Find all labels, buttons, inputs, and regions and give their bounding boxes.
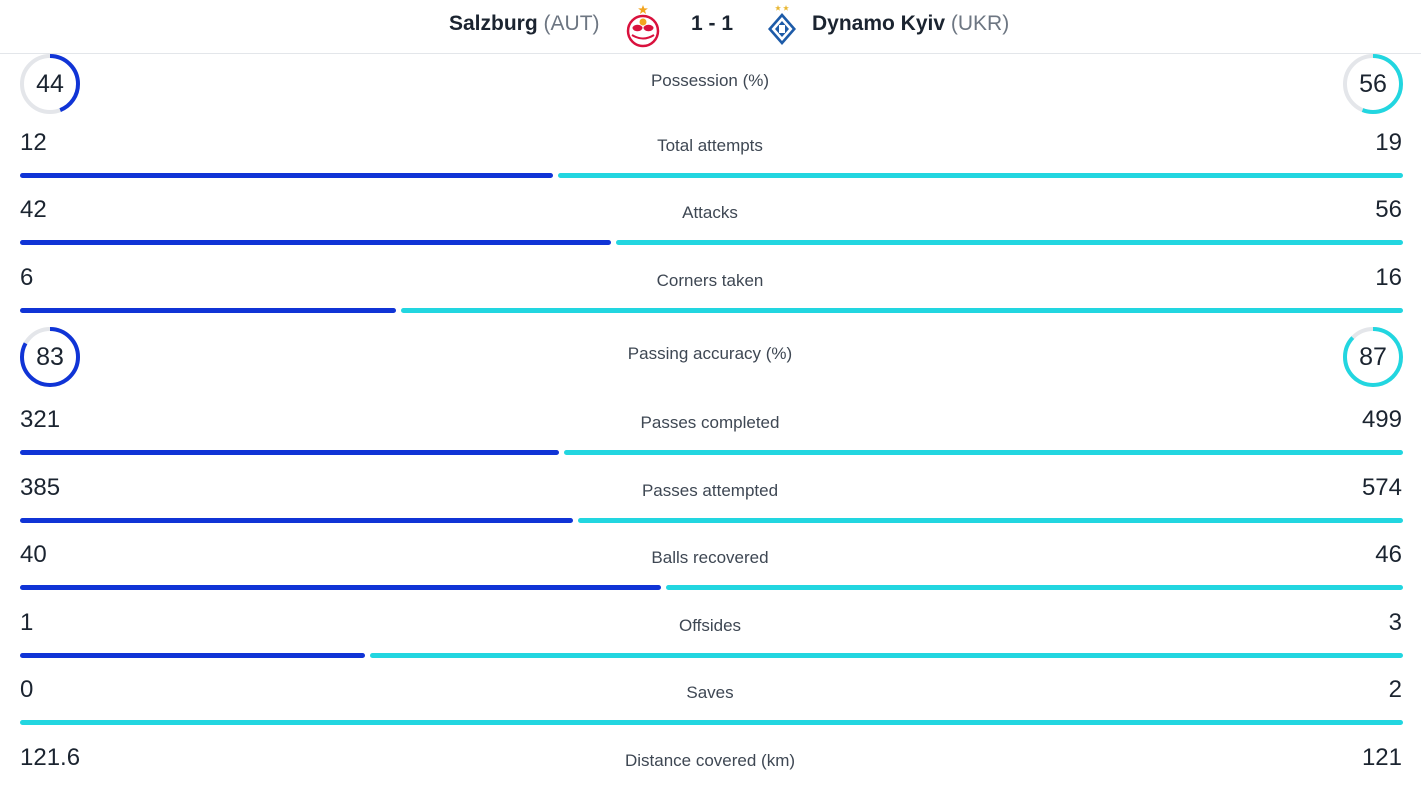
stat-offsides-home-bar — [20, 653, 365, 658]
stat-offsides-away-bar — [369, 653, 1403, 658]
match-score: 1 - 1 — [691, 12, 734, 35]
stat-attacks-row: 42 Attacks 56 — [0, 195, 1421, 250]
stat-passing-accuracy-away-ring-value: 87 — [1359, 343, 1387, 371]
stat-distance-covered-km-away-value: 121 — [1361, 744, 1402, 771]
stat-distance-covered-km-label: Distance covered (km) — [624, 751, 796, 770]
stat-passes-attempted-away-bar — [578, 518, 1403, 523]
stat-passing-accuracy-away-ring: 87 — [1342, 326, 1404, 388]
stat-passes-completed-label: Passes completed — [640, 413, 780, 432]
stat-total-attempts-away-value: 19 — [1375, 129, 1402, 156]
home-team-country: (AUT) — [543, 12, 600, 35]
stat-distance-covered-km-home-value: 121.6 — [20, 744, 81, 771]
stat-balls-recovered-away-bar — [665, 585, 1403, 590]
stat-corners-taken-away-value: 16 — [1375, 264, 1402, 291]
stat-attacks-label: Attacks — [682, 203, 738, 222]
stat-balls-recovered-home-bar — [20, 585, 661, 590]
stat-passing-accuracy-row: 83 87 Passing accuracy (%) — [0, 326, 1421, 388]
stat-possession-away-ring: 56 — [1342, 53, 1404, 115]
stat-possession-label: Possession (%) — [650, 71, 770, 90]
stat-total-attempts-home-value: 12 — [20, 129, 47, 156]
stat-total-attempts-label: Total attempts — [657, 136, 763, 155]
stat-total-attempts-home-bar — [20, 173, 554, 178]
stat-passes-attempted-away-value: 574 — [1361, 474, 1402, 501]
stat-distance-covered-km-row: 121.6 Distance covered (km) 121 — [0, 743, 1421, 798]
stat-saves-home-value: 0 — [20, 676, 34, 703]
stat-possession-home-ring-arc — [20, 54, 80, 114]
stat-total-attempts-row: 12 Total attempts 19 — [0, 128, 1421, 183]
stat-passing-accuracy-home-ring: 83 — [19, 326, 81, 388]
away-team-name[interactable]: Dynamo Kyiv (UKR) — [812, 10, 1009, 38]
home-team-name[interactable]: Salzburg (AUT) — [449, 10, 600, 38]
red-bull-salzburg-crest-icon — [626, 5, 660, 48]
stat-corners-taken-row: 6 Corners taken 16 — [0, 263, 1421, 318]
stat-offsides-label: Offsides — [678, 616, 742, 635]
stat-possession-away-ring-arc — [1343, 54, 1403, 114]
stat-passes-completed-row: 321 Passes completed 499 — [0, 405, 1421, 460]
stat-corners-taken-home-bar — [20, 308, 396, 313]
stat-passing-accuracy-away-ring-arc — [1343, 327, 1403, 387]
stat-saves-away-bar — [20, 720, 1403, 725]
stat-attacks-away-bar — [615, 240, 1403, 245]
stat-passes-attempted-home-value: 385 — [20, 474, 61, 501]
stat-saves-label: Saves — [686, 683, 734, 702]
stat-balls-recovered-row: 40 Balls recovered 46 — [0, 540, 1421, 595]
stat-balls-recovered-away-value: 46 — [1375, 541, 1402, 568]
stat-passes-attempted-row: 385 Passes attempted 574 — [0, 473, 1421, 528]
home-team-label: Salzburg — [449, 12, 538, 35]
stat-corners-taken-label: Corners taken — [656, 271, 764, 290]
stat-balls-recovered-label: Balls recovered — [651, 548, 769, 567]
stat-saves-away-value: 2 — [1388, 676, 1402, 703]
stat-offsides-home-value: 1 — [20, 609, 34, 636]
stat-passes-completed-away-value: 499 — [1361, 406, 1402, 433]
stat-passes-completed-away-bar — [564, 450, 1403, 455]
stat-total-attempts-away-bar — [558, 173, 1403, 178]
stat-possession-away-ring-value: 56 — [1359, 70, 1387, 98]
stat-passes-attempted-label: Passes attempted — [641, 481, 779, 500]
stat-corners-taken-home-value: 6 — [20, 264, 34, 291]
stat-passing-accuracy-home-ring-value: 83 — [36, 343, 64, 371]
stat-balls-recovered-home-value: 40 — [20, 541, 47, 568]
stat-attacks-home-bar — [20, 240, 611, 245]
away-team-label: Dynamo Kyiv — [812, 12, 946, 35]
stat-offsides-away-value: 3 — [1388, 609, 1402, 636]
stat-corners-taken-away-bar — [400, 308, 1403, 313]
stat-possession-row: 44 56 Possession (%) — [0, 53, 1421, 115]
stat-offsides-row: 1 Offsides 3 — [0, 608, 1421, 663]
stat-passes-attempted-home-bar — [20, 518, 574, 523]
stat-saves-row: 0 Saves 2 — [0, 675, 1421, 730]
away-team-country: (UKR) — [950, 12, 1010, 35]
stat-passes-completed-home-value: 321 — [20, 406, 61, 433]
stat-attacks-home-value: 42 — [20, 196, 47, 223]
stat-passes-completed-home-bar — [20, 450, 560, 455]
stat-possession-home-ring-value: 44 — [36, 70, 64, 98]
match-header: Salzburg (AUT) 1 - 1 Dynamo Kyiv (UKR) — [0, 0, 1421, 54]
stat-attacks-away-value: 56 — [1375, 196, 1402, 223]
stat-passing-accuracy-home-ring-arc — [20, 327, 80, 387]
stat-possession-home-ring: 44 — [19, 53, 81, 115]
stat-passing-accuracy-label: Passing accuracy (%) — [627, 344, 793, 363]
dynamo-kyiv-crest-icon — [768, 5, 796, 45]
